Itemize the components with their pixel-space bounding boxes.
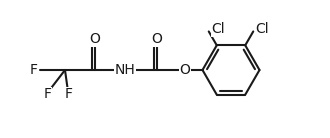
Text: F: F [44,87,51,102]
Text: O: O [180,63,190,77]
Text: F: F [65,87,73,102]
Text: O: O [151,32,162,46]
Text: NH: NH [115,63,135,77]
Text: F: F [30,63,38,77]
Text: Cl: Cl [255,22,269,36]
Text: Cl: Cl [212,22,225,36]
Text: O: O [89,32,100,46]
